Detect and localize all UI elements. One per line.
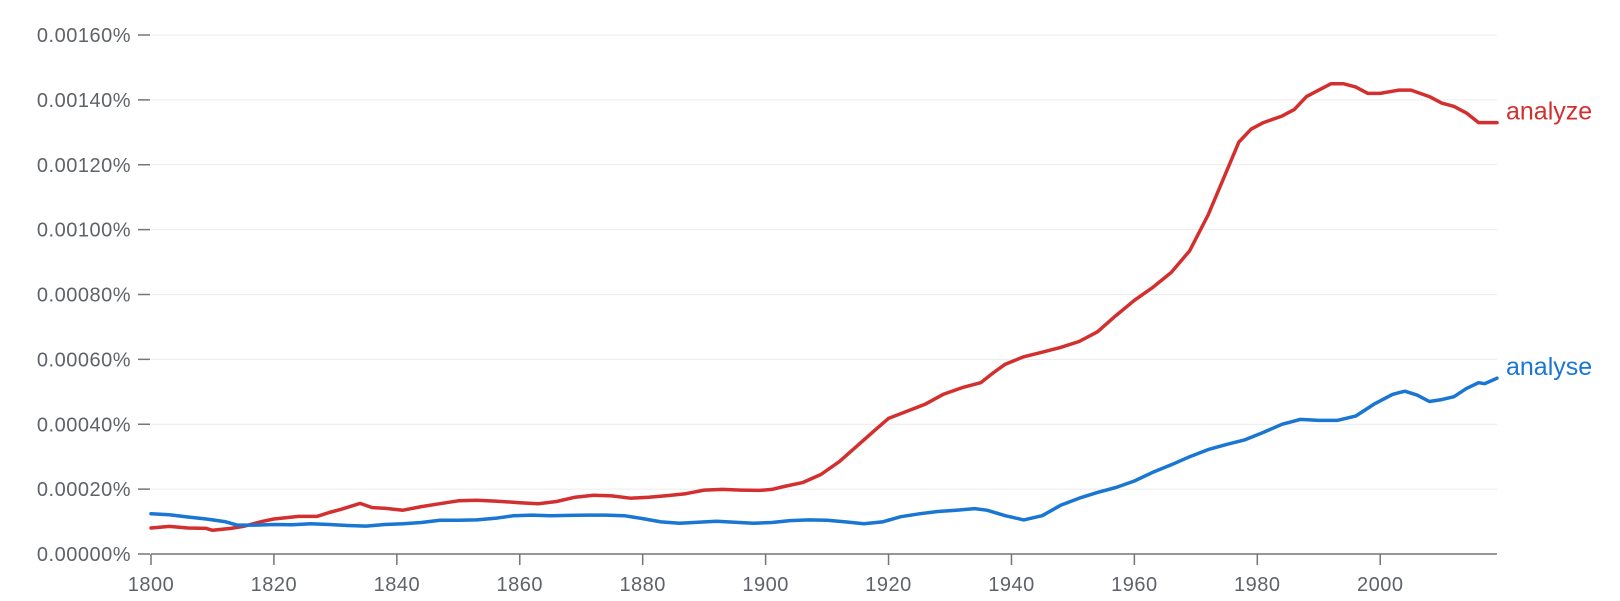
x-tick-label: 1820 xyxy=(251,574,298,596)
series-line-analyse xyxy=(149,376,1499,528)
y-axis: 0.00000% 0.00020% 0.00040% 0.00060% 0.00080%… xyxy=(37,25,150,566)
x-tick-label: 1860 xyxy=(497,574,544,596)
y-tick-label: 0.00140% xyxy=(37,90,131,112)
y-tick-label: 0.00080% xyxy=(37,285,131,307)
y-tick-label: 0.00000% xyxy=(37,544,131,566)
series-line-analyze xyxy=(149,81,1499,533)
x-tick-label: 1800 xyxy=(128,574,175,596)
y-tick-label: 0.00020% xyxy=(37,479,131,501)
x-axis: 1800 1820 1840 1860 1880 1900 1920 1940 1960 1980… xyxy=(128,553,1497,596)
y-tick-label: 0.00120% xyxy=(37,155,131,177)
y-tick-label: 0.00160% xyxy=(37,25,131,47)
grid xyxy=(151,34,1497,490)
x-tick-label: 1920 xyxy=(865,574,912,596)
x-tick-label: 1960 xyxy=(1111,574,1158,596)
series-label-analyze: analyze xyxy=(1506,98,1592,126)
x-tick-label: 1840 xyxy=(374,574,421,596)
x-tick-label: 1980 xyxy=(1234,574,1281,596)
series-labels: analyze analyse xyxy=(1506,98,1592,382)
x-tick-label: 1940 xyxy=(988,574,1035,596)
y-tick-label: 0.00040% xyxy=(37,414,131,436)
y-tick-label: 0.00060% xyxy=(37,349,131,371)
x-tick-label: 1900 xyxy=(742,574,789,596)
series-label-analyse: analyse xyxy=(1506,353,1592,381)
y-tick-label: 0.00100% xyxy=(37,220,131,242)
series-lines xyxy=(149,81,1499,533)
x-tick-label: 1880 xyxy=(619,574,666,596)
x-tick-label: 2000 xyxy=(1357,574,1404,596)
